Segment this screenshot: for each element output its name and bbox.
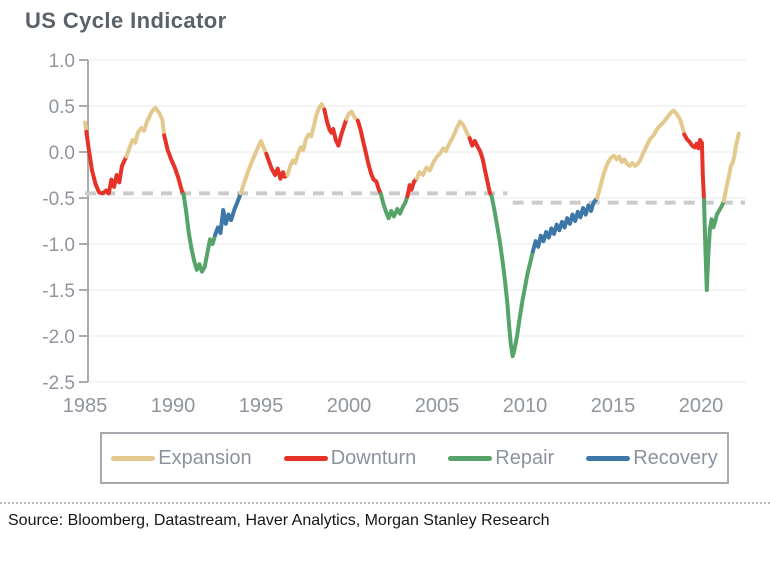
y-axis-tick-label: -1.0 bbox=[42, 235, 75, 256]
y-axis-tick-label: -2.5 bbox=[42, 373, 75, 394]
series-segment-expansion bbox=[124, 105, 167, 159]
legend-swatch-repair bbox=[448, 455, 493, 461]
chart-legend: Expansion Downturn Repair Recovery bbox=[100, 432, 729, 484]
series-segment-downturn bbox=[322, 107, 349, 148]
series-segment-expansion bbox=[595, 108, 687, 200]
x-axis-tick-label: 2005 bbox=[415, 395, 460, 417]
series-segment-downturn bbox=[84, 129, 129, 196]
x-axis-tick-label: 2020 bbox=[679, 395, 724, 417]
legend-swatch-downturn bbox=[283, 455, 328, 461]
legend-swatch-expansion bbox=[111, 455, 156, 461]
series-segment-downturn bbox=[355, 118, 383, 197]
series-segment-downturn bbox=[405, 176, 419, 199]
series-segment-expansion bbox=[344, 109, 360, 123]
x-axis-tick-label: 2000 bbox=[327, 395, 372, 417]
x-axis-tick-label: 1990 bbox=[151, 395, 196, 417]
series-segment-repair bbox=[702, 197, 726, 292]
series-segment-recovery bbox=[530, 196, 600, 254]
x-axis-tick-label: 2015 bbox=[591, 395, 636, 417]
y-axis-tick-label: 1.0 bbox=[49, 51, 75, 72]
legend-label: Recovery bbox=[633, 446, 718, 469]
series-segment-downturn bbox=[682, 132, 706, 202]
series-segment-recovery bbox=[213, 191, 243, 237]
y-axis-tick-label: -2.0 bbox=[42, 327, 75, 348]
series-segment-downturn bbox=[467, 136, 494, 199]
series-segment-downturn bbox=[264, 151, 290, 181]
series-segment-repair bbox=[379, 192, 410, 221]
x-axis-tick-label: 1995 bbox=[239, 395, 284, 417]
y-axis-tick-label: -0.5 bbox=[42, 189, 75, 210]
series-segment-repair bbox=[489, 194, 535, 359]
legend-item-repair: Repair bbox=[448, 447, 554, 470]
legend-item-expansion: Expansion bbox=[111, 446, 252, 470]
series-segment-expansion bbox=[414, 119, 472, 181]
x-axis-tick-label: 1985 bbox=[63, 395, 108, 417]
chart-title: US Cycle Indicator bbox=[25, 8, 227, 33]
legend-label: Downturn bbox=[330, 446, 417, 469]
legend-label: Expansion bbox=[158, 446, 252, 469]
source-text: Source: Bloomberg, Datastream, Haver Ana… bbox=[8, 512, 550, 529]
x-axis-tick-label: 2010 bbox=[503, 395, 548, 417]
series-segment-expansion bbox=[238, 139, 269, 196]
legend-label: Repair bbox=[495, 446, 555, 469]
series-segment-downturn bbox=[162, 133, 186, 197]
legend-swatch-recovery bbox=[586, 455, 631, 461]
legend-item-recovery: Recovery bbox=[586, 446, 718, 470]
y-axis-tick-label: 0.5 bbox=[49, 97, 75, 118]
y-axis-tick-label: -1.5 bbox=[42, 281, 75, 302]
dotted-separator-line bbox=[0, 502, 770, 504]
series-segment-repair bbox=[181, 192, 218, 274]
y-axis-tick-label: 0.0 bbox=[49, 143, 75, 164]
series-segment-expansion bbox=[721, 131, 741, 203]
series-segment-expansion bbox=[285, 102, 327, 177]
legend-item-downturn: Downturn bbox=[283, 446, 417, 470]
